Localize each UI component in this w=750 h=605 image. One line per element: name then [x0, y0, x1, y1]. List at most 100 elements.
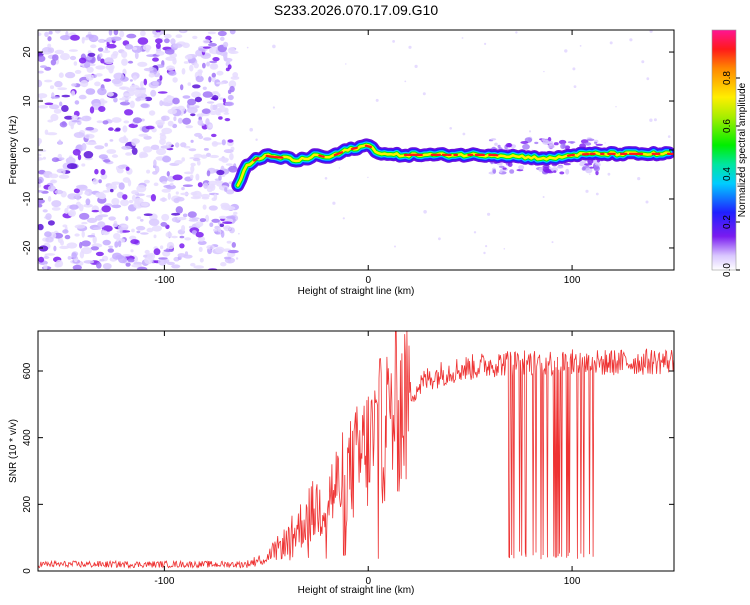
noise-blob — [204, 148, 209, 151]
noise-blob — [90, 106, 94, 113]
noise-blob — [168, 71, 176, 76]
noise-blob — [70, 35, 80, 41]
noise-blob — [208, 124, 212, 128]
ridge-peak — [568, 155, 574, 156]
noise-blob — [79, 95, 87, 100]
noise-blob — [87, 218, 97, 223]
noise-blob — [228, 90, 232, 94]
noise-blob — [86, 198, 91, 205]
noise-blob — [128, 180, 131, 187]
colorbar-gradient — [712, 30, 736, 270]
noise-blob — [192, 36, 197, 39]
noise-blob — [184, 172, 194, 175]
noise-blob — [38, 257, 44, 263]
noise-blob — [120, 227, 123, 234]
noise-blob — [124, 93, 131, 96]
noise-blob — [167, 171, 170, 177]
noise-blob — [82, 37, 85, 44]
noise-blob — [52, 54, 59, 61]
top-x-axis-label: Height of straight line (km) — [298, 286, 415, 297]
colorbar-tick-label: 0.6 — [722, 119, 733, 133]
noise-blob — [172, 77, 177, 83]
noise-blob — [53, 246, 56, 252]
noise-blob — [211, 134, 217, 137]
noise-blob — [188, 82, 192, 86]
noise-blob — [151, 194, 156, 201]
noise-blob — [120, 102, 130, 106]
noise-blob — [44, 256, 50, 259]
noise-blob — [54, 81, 62, 87]
noise-blob — [153, 159, 157, 166]
noise-blob — [47, 36, 51, 41]
noise-blob — [112, 154, 118, 158]
noise-blob — [187, 99, 196, 106]
noise-dot — [637, 177, 640, 180]
noise-blob — [68, 211, 74, 216]
noise-blob — [99, 193, 106, 199]
noise-blob — [144, 180, 150, 184]
noise-dot — [610, 41, 613, 44]
noise-blob — [85, 127, 94, 131]
ridge-halo-blob — [585, 142, 591, 146]
noise-blob — [49, 174, 59, 179]
noise-blob — [136, 231, 140, 234]
noise-blob — [71, 115, 78, 120]
noise-blob — [73, 149, 81, 156]
noise-blob — [212, 95, 218, 101]
noise-blob — [106, 149, 116, 154]
noise-blob — [108, 216, 116, 220]
ridge-halo-blob — [568, 141, 576, 143]
noise-blob — [182, 118, 191, 125]
noise-blob — [75, 225, 86, 229]
noise-blob — [209, 193, 219, 195]
top-y-axis-label: Frequency (Hz) — [8, 116, 19, 185]
noise-blob — [207, 186, 213, 192]
noise-blob — [198, 182, 203, 187]
noise-blob — [45, 213, 51, 220]
noise-blob — [132, 195, 136, 201]
noise-blob — [141, 153, 148, 158]
noise-dot — [654, 118, 657, 121]
noise-blob — [79, 213, 89, 220]
noise-blob — [64, 208, 68, 214]
noise-dot — [646, 201, 649, 204]
noise-blob — [175, 142, 179, 147]
noise-blob — [92, 179, 98, 185]
noise-blob — [225, 118, 231, 121]
noise-blob — [36, 184, 41, 188]
noise-blob — [137, 62, 147, 67]
noise-blob — [183, 184, 193, 187]
noise-blob — [158, 91, 168, 93]
noise-blob — [173, 175, 183, 181]
noise-blob — [69, 204, 78, 209]
noise-blob — [60, 122, 68, 128]
noise-blob — [44, 80, 52, 83]
noise-blob — [65, 235, 71, 239]
noise-blob — [111, 37, 122, 42]
noise-blob — [207, 170, 211, 176]
noise-blob — [101, 230, 107, 234]
noise-blob — [100, 98, 105, 101]
colorbar: 0.00.20.40.60.8 Normalized spectral ampl… — [712, 30, 748, 277]
noise-blob — [38, 71, 44, 74]
noise-blob — [45, 237, 53, 243]
noise-blob — [219, 97, 223, 100]
noise-blob — [86, 74, 94, 81]
noise-dot — [596, 193, 599, 196]
noise-blob — [171, 264, 180, 268]
noise-blob — [149, 73, 155, 78]
noise-blob — [43, 209, 48, 212]
noise-blob — [135, 52, 139, 59]
noise-blob — [209, 155, 219, 158]
noise-blob — [132, 148, 138, 155]
noise-blob — [167, 262, 175, 265]
ridge-halo-blob — [553, 170, 556, 173]
noise-blob — [94, 145, 104, 149]
noise-blob — [162, 156, 171, 163]
noise-blob — [195, 174, 199, 181]
noise-blob — [209, 205, 218, 210]
noise-blob — [74, 132, 85, 138]
noise-blob — [156, 29, 161, 33]
noise-blob — [170, 38, 175, 44]
